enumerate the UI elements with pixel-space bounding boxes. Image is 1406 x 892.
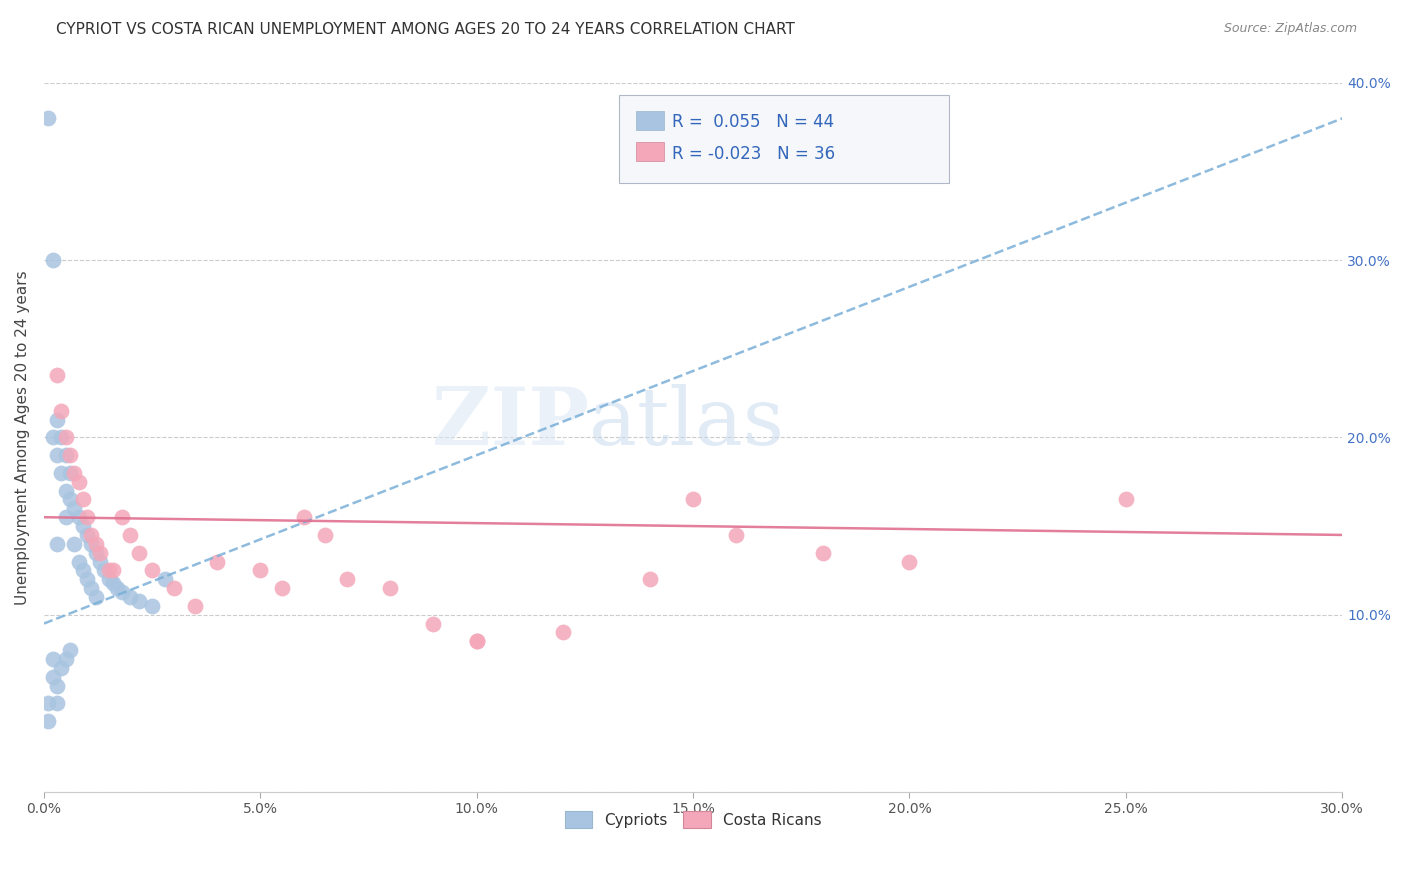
Point [111,584,134,599]
Point [41,652,63,666]
Point [41,253,63,268]
Point [101,563,124,577]
Point [153,572,176,586]
Point [59,643,82,657]
Point [141,563,163,577]
Point [45,679,67,693]
Point [59,466,82,480]
Point [120,590,142,604]
Point [37,714,59,728]
Point [45,368,67,383]
Point [59,492,82,507]
Point [51,661,73,675]
Point [63,537,86,551]
Point [1115,492,1137,507]
Point [163,581,186,595]
Point [80,581,103,595]
Point [120,528,142,542]
Point [63,466,86,480]
Point [89,546,111,560]
Point [59,448,82,462]
Point [55,448,77,462]
Point [72,492,94,507]
Point [67,475,90,489]
Point [111,510,134,524]
Point [725,528,748,542]
Point [45,696,67,710]
Point [97,563,120,577]
Point [184,599,207,613]
Text: R = -0.023   N = 36: R = -0.023 N = 36 [672,145,835,162]
Point [51,466,73,480]
Point [41,670,63,684]
Point [553,625,575,640]
Point [465,634,488,648]
Point [45,537,67,551]
Point [80,537,103,551]
Point [55,652,77,666]
Point [37,696,59,710]
Point [378,581,401,595]
Point [422,616,444,631]
Point [898,555,921,569]
Point [128,546,150,560]
Point [76,510,98,524]
Point [84,590,107,604]
Point [811,546,834,560]
Point [63,501,86,516]
Point [97,572,120,586]
Point [55,483,77,498]
Point [638,572,661,586]
Text: R =  0.055   N = 44: R = 0.055 N = 44 [672,113,834,131]
Point [141,599,163,613]
Point [84,546,107,560]
Text: Source: ZipAtlas.com: Source: ZipAtlas.com [1223,22,1357,36]
Point [45,413,67,427]
Point [107,581,129,595]
Point [45,448,67,462]
Point [465,634,488,648]
Point [80,528,103,542]
Point [67,510,90,524]
Point [37,112,59,126]
Point [76,528,98,542]
Point [67,555,90,569]
Point [51,430,73,444]
Point [101,575,124,590]
Point [314,528,336,542]
Point [249,563,271,577]
Point [41,430,63,444]
Point [55,510,77,524]
Point [55,430,77,444]
Y-axis label: Unemployment Among Ages 20 to 24 years: Unemployment Among Ages 20 to 24 years [15,270,30,605]
Point [72,519,94,533]
Point [84,537,107,551]
Text: atlas: atlas [589,384,785,462]
Point [72,563,94,577]
Text: ZIP: ZIP [432,384,589,462]
Point [205,555,228,569]
Point [89,555,111,569]
Text: CYPRIOT VS COSTA RICAN UNEMPLOYMENT AMONG AGES 20 TO 24 YEARS CORRELATION CHART: CYPRIOT VS COSTA RICAN UNEMPLOYMENT AMON… [56,22,796,37]
Point [682,492,704,507]
Point [51,404,73,418]
Point [128,593,150,607]
Point [336,572,359,586]
Point [292,510,315,524]
Point [93,563,115,577]
Point [76,572,98,586]
Point [271,581,294,595]
Legend: Cypriots, Costa Ricans: Cypriots, Costa Ricans [558,805,828,834]
